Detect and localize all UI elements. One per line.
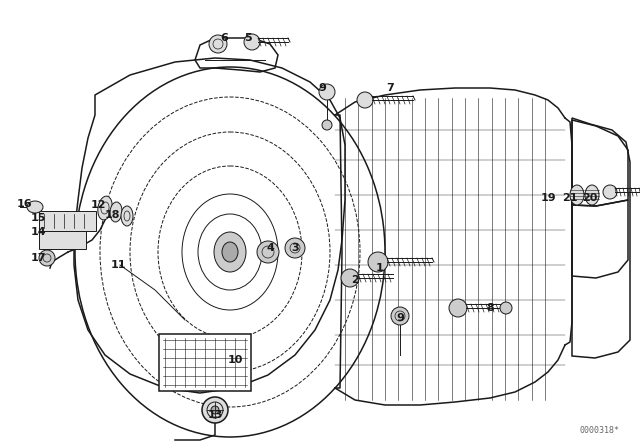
Ellipse shape <box>121 206 133 226</box>
Ellipse shape <box>27 201 43 213</box>
Ellipse shape <box>585 185 599 205</box>
Text: 15: 15 <box>30 213 45 223</box>
Text: 19: 19 <box>540 193 556 203</box>
Ellipse shape <box>202 397 228 423</box>
Text: 10: 10 <box>227 355 243 365</box>
Text: 9: 9 <box>318 83 326 93</box>
Text: 6: 6 <box>220 33 228 43</box>
Ellipse shape <box>39 250 55 266</box>
Ellipse shape <box>257 241 279 263</box>
Text: 17: 17 <box>30 253 45 263</box>
Ellipse shape <box>449 299 467 317</box>
Text: 18: 18 <box>104 210 120 220</box>
Text: 3: 3 <box>291 243 299 253</box>
Ellipse shape <box>222 242 238 262</box>
FancyBboxPatch shape <box>159 334 251 391</box>
Ellipse shape <box>244 34 260 50</box>
FancyBboxPatch shape <box>39 211 96 231</box>
Ellipse shape <box>603 185 617 199</box>
Ellipse shape <box>209 35 227 53</box>
Ellipse shape <box>357 92 373 108</box>
Text: 7: 7 <box>386 83 394 93</box>
Text: 13: 13 <box>207 410 223 420</box>
Text: 14: 14 <box>30 227 46 237</box>
Text: 8: 8 <box>486 303 494 313</box>
Ellipse shape <box>322 120 332 130</box>
Text: 21: 21 <box>563 193 578 203</box>
Text: 12: 12 <box>90 200 106 210</box>
FancyBboxPatch shape <box>39 231 86 249</box>
Text: 0000318*: 0000318* <box>580 426 620 435</box>
Ellipse shape <box>98 196 112 220</box>
Text: 4: 4 <box>266 243 274 253</box>
Text: 2: 2 <box>351 275 359 285</box>
Ellipse shape <box>500 302 512 314</box>
Ellipse shape <box>341 269 359 287</box>
Ellipse shape <box>211 406 219 414</box>
Text: 16: 16 <box>17 199 33 209</box>
Text: 9: 9 <box>396 313 404 323</box>
Ellipse shape <box>368 252 388 272</box>
Text: 5: 5 <box>244 33 252 43</box>
Ellipse shape <box>319 84 335 100</box>
Text: 11: 11 <box>110 260 125 270</box>
Text: 1: 1 <box>376 263 384 273</box>
Ellipse shape <box>391 307 409 325</box>
Ellipse shape <box>285 238 305 258</box>
Ellipse shape <box>214 232 246 272</box>
Text: 20: 20 <box>582 193 598 203</box>
Ellipse shape <box>110 202 122 222</box>
Ellipse shape <box>570 185 584 205</box>
